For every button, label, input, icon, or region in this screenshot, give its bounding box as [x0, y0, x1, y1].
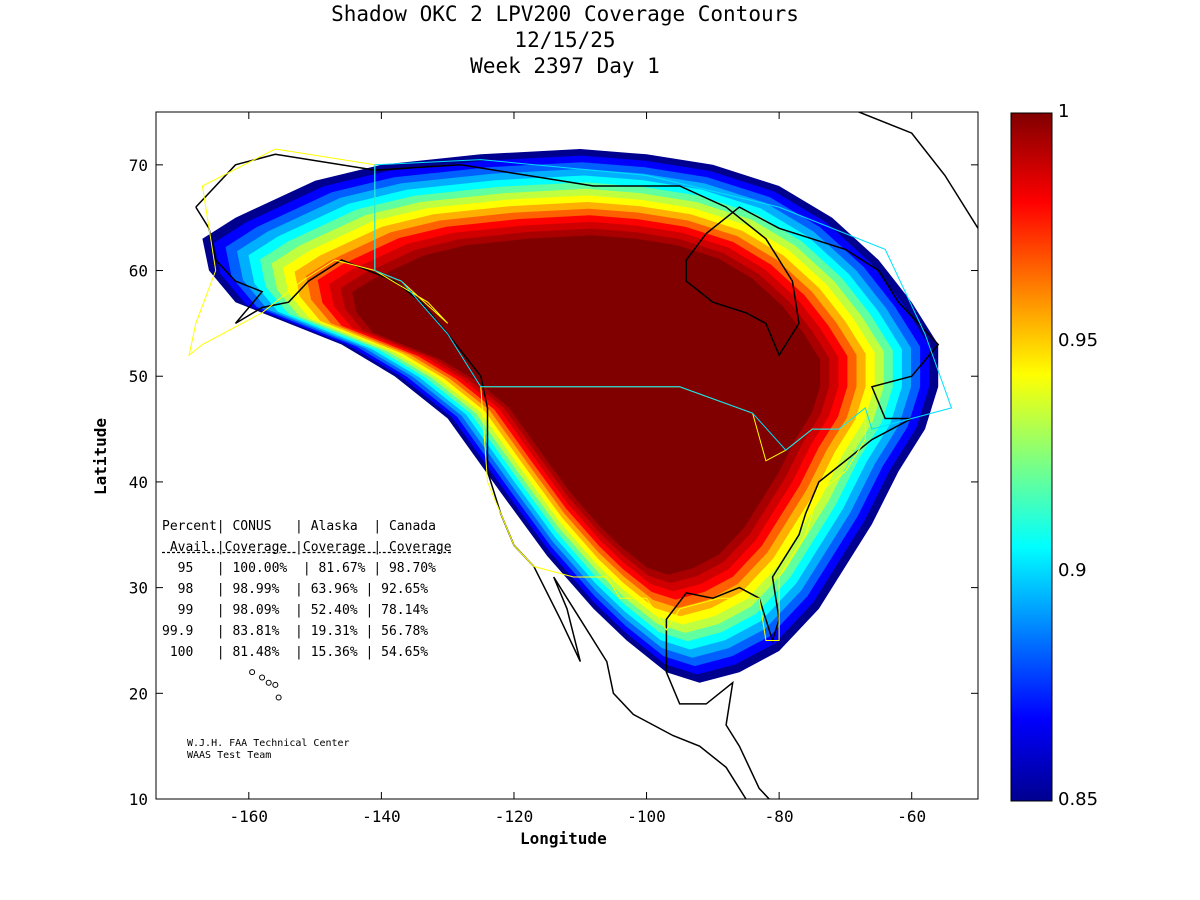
colorbar-tick-label: 0.95	[1058, 330, 1099, 352]
y-tick-label: 70	[129, 156, 148, 175]
coverage-contour-band	[352, 235, 821, 575]
x-tick-label: -100	[627, 807, 666, 826]
stats-header-row-1: Percent| CONUS | Alaska | Canada	[162, 519, 436, 534]
hawaii-island	[272, 681, 279, 688]
y-tick-label: 40	[129, 473, 148, 492]
title-line-3: Week 2397 Day 1	[470, 54, 660, 78]
y-tick-label: 10	[129, 790, 148, 809]
stats-header-row-2: Avail.|Coverage |Coverage | Coverage	[162, 540, 452, 555]
greenland-coastline	[856, 112, 978, 230]
x-tick-label: -120	[495, 807, 534, 826]
title-line-1: Shadow OKC 2 LPV200 Coverage Contours	[331, 2, 799, 26]
coverage-stats-table: Percent| CONUS | Alaska | Canada Avail.|…	[162, 516, 452, 663]
y-tick-label: 50	[129, 367, 148, 386]
x-tick-label: -160	[230, 807, 269, 826]
stats-row: 95 | 100.00% | 81.67% | 98.70%	[162, 561, 436, 576]
hawaii-island	[265, 679, 272, 686]
plot-frame	[155, 111, 979, 800]
x-tick-label: -140	[362, 807, 401, 826]
x-tick-label: -80	[765, 807, 794, 826]
x-tick-label: -60	[897, 807, 926, 826]
stats-row: 98 | 98.99% | 63.96% | 92.65%	[162, 582, 429, 597]
x-axis-label: Longitude	[520, 829, 607, 848]
hawaii-island	[249, 669, 256, 676]
y-tick-label: 30	[129, 579, 148, 598]
hawaii-island	[275, 694, 282, 701]
hawaii-island	[259, 674, 266, 681]
stats-row: 100 | 81.48% | 15.36% | 54.65%	[162, 645, 429, 660]
colorbar-tick-label: 0.85	[1058, 789, 1099, 810]
credit-line-1: W.J.H. FAA Technical Center	[187, 738, 350, 749]
y-axis-label: Latitude	[91, 417, 111, 496]
credit-line-2: WAAS Test Team	[187, 750, 272, 761]
stats-row: 99 | 98.09% | 52.40% | 78.14%	[162, 603, 429, 618]
axes-layer: -160 -140 -120 -100 -80 -60 10 20 30 40 50 60 70	[129, 111, 979, 826]
alaska-boundary	[188, 148, 449, 357]
title-line-2: 12/15/25	[514, 28, 616, 52]
colorbar-tick-label: 1	[1058, 101, 1070, 122]
map-layer	[188, 112, 978, 799]
y-tick-label: 60	[129, 262, 148, 281]
y-tick-label: 20	[129, 684, 148, 703]
canada-boundary	[374, 159, 953, 451]
colorbar-tick-label: 0.9	[1058, 559, 1087, 581]
stats-row: 99.9 | 83.81% | 19.31% | 56.78%	[162, 624, 429, 639]
colorbar	[1010, 112, 1053, 802]
